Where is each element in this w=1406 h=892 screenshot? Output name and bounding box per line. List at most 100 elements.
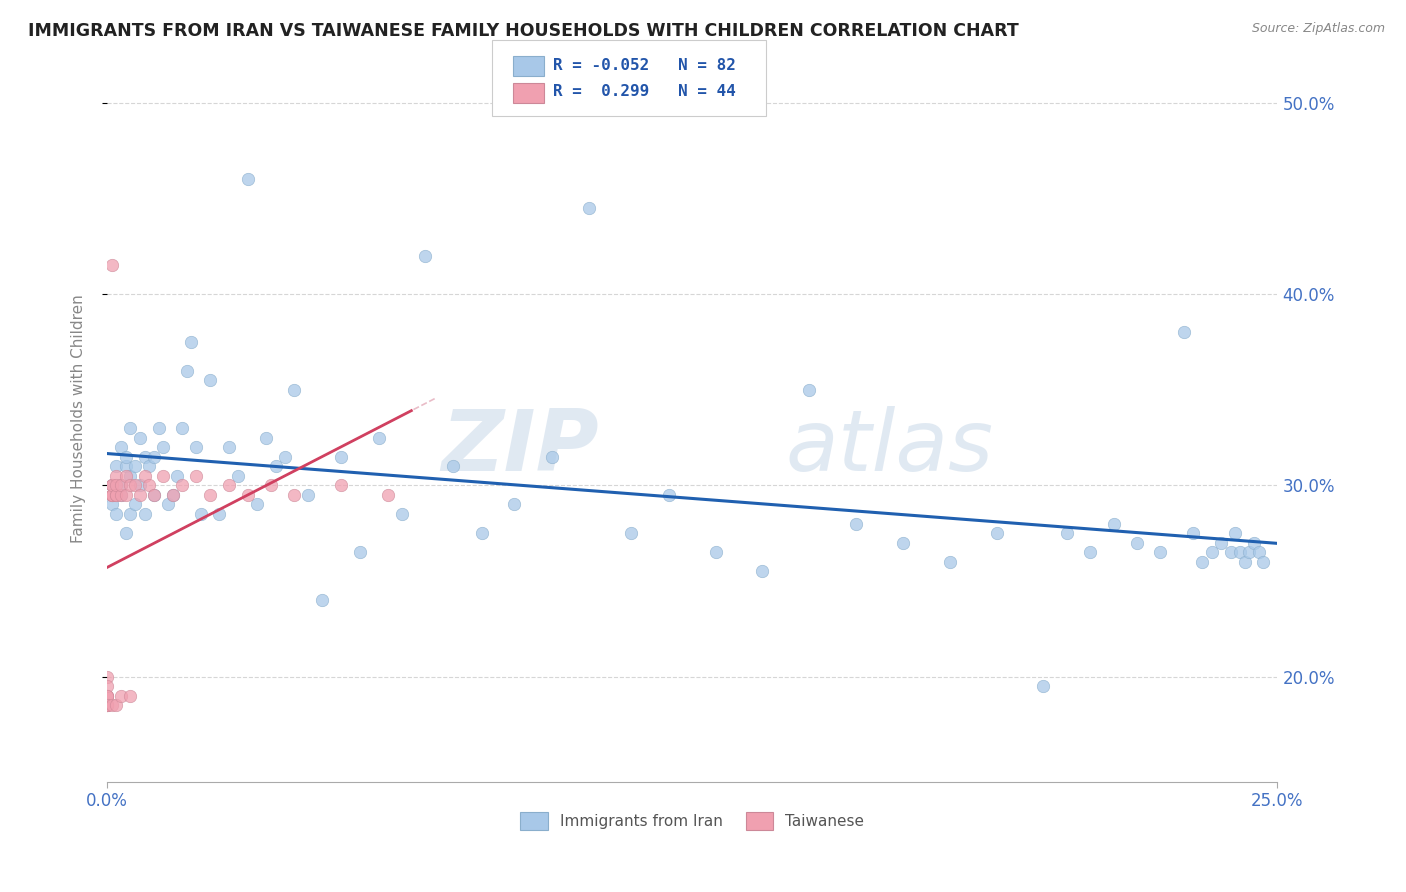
Point (1211, 535, 1233, 549)
Point (1239, 545, 1261, 559)
Point (96, 689, 118, 703)
Text: atlas: atlas (786, 406, 994, 489)
Point (283, 488, 305, 502)
Point (128, 488, 150, 502)
Point (311, 593, 333, 607)
Point (105, 459, 128, 474)
Point (96, 698, 118, 713)
Point (845, 516, 868, 531)
Point (218, 478, 240, 492)
Point (264, 459, 287, 474)
Text: ZIP: ZIP (441, 406, 599, 489)
Point (170, 421, 193, 435)
Point (100, 488, 122, 502)
Point (1247, 545, 1270, 559)
Point (134, 468, 156, 483)
Point (114, 468, 136, 483)
Point (96, 689, 118, 703)
Point (891, 535, 914, 549)
Point (120, 468, 142, 483)
Y-axis label: Family Households with Children: Family Households with Children (72, 294, 86, 542)
Point (246, 498, 269, 512)
Point (100, 478, 122, 492)
Point (110, 689, 132, 703)
Point (120, 689, 142, 703)
Point (124, 478, 146, 492)
Point (704, 545, 727, 559)
Point (114, 450, 136, 464)
Point (1173, 326, 1195, 340)
Point (105, 698, 128, 713)
Point (1102, 516, 1125, 531)
Point (1126, 535, 1149, 549)
Point (105, 468, 128, 483)
Point (100, 488, 122, 502)
Point (124, 459, 146, 474)
Point (367, 430, 389, 444)
Point (236, 488, 259, 502)
Point (110, 440, 132, 454)
Point (180, 334, 202, 349)
Legend: Immigrants from Iran, Taiwanese: Immigrants from Iran, Taiwanese (515, 805, 870, 836)
Point (799, 383, 821, 397)
Point (100, 498, 122, 512)
Text: R = -0.052   N = 82: R = -0.052 N = 82 (553, 58, 735, 72)
Point (1032, 679, 1054, 693)
Point (938, 555, 960, 569)
Point (236, 172, 259, 186)
Point (1219, 545, 1241, 559)
Text: IMMIGRANTS FROM IRAN VS TAIWANESE FAMILY HOUSEHOLDS WITH CHILDREN CORRELATION CH: IMMIGRANTS FROM IRAN VS TAIWANESE FAMILY… (28, 22, 1019, 40)
Point (110, 478, 132, 492)
Point (152, 440, 174, 454)
Point (1229, 545, 1251, 559)
Point (96, 698, 118, 713)
Point (142, 488, 165, 502)
Point (96, 689, 118, 703)
Point (503, 498, 526, 512)
Point (105, 478, 128, 492)
Point (986, 526, 1008, 541)
Point (415, 249, 437, 263)
Point (198, 488, 221, 502)
Point (96, 679, 118, 693)
Point (120, 478, 142, 492)
Point (330, 478, 353, 492)
Point (100, 478, 122, 492)
Point (100, 259, 122, 273)
Point (105, 488, 128, 502)
Point (96, 669, 118, 683)
Point (114, 488, 136, 502)
Point (260, 478, 283, 492)
Point (100, 698, 122, 713)
Point (190, 507, 212, 521)
Point (176, 363, 198, 377)
Point (208, 507, 231, 521)
Point (274, 450, 297, 464)
Point (391, 507, 413, 521)
Point (1243, 535, 1265, 549)
Point (297, 488, 319, 502)
Point (1149, 545, 1171, 559)
Point (184, 440, 207, 454)
Point (1191, 555, 1213, 569)
Point (166, 468, 188, 483)
Point (471, 526, 494, 541)
Point (142, 488, 165, 502)
Point (1225, 526, 1247, 541)
Point (110, 488, 132, 502)
Point (124, 498, 146, 512)
Text: R =  0.299   N = 44: R = 0.299 N = 44 (553, 85, 735, 99)
Point (330, 450, 353, 464)
Point (1253, 555, 1275, 569)
Point (110, 488, 132, 502)
Point (198, 373, 221, 387)
Point (96, 698, 118, 713)
Point (443, 459, 465, 474)
Point (1078, 545, 1101, 559)
Point (578, 201, 600, 215)
Point (1201, 545, 1223, 559)
Point (138, 478, 160, 492)
Point (620, 526, 643, 541)
Point (110, 478, 132, 492)
Point (100, 478, 122, 492)
